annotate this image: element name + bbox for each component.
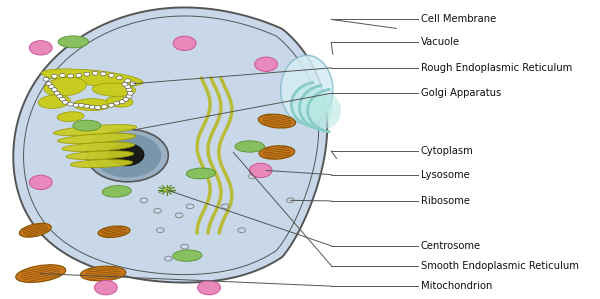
Ellipse shape	[173, 250, 202, 261]
Ellipse shape	[92, 83, 136, 96]
Text: Smooth Endoplasmic Reticulum: Smooth Endoplasmic Reticulum	[421, 260, 578, 271]
Ellipse shape	[92, 71, 98, 75]
Ellipse shape	[73, 120, 101, 131]
Ellipse shape	[57, 112, 84, 121]
Ellipse shape	[119, 100, 125, 104]
Ellipse shape	[52, 88, 57, 92]
Ellipse shape	[259, 146, 295, 159]
Ellipse shape	[59, 97, 65, 101]
Ellipse shape	[58, 36, 89, 48]
Ellipse shape	[59, 73, 65, 77]
Text: Vacuole: Vacuole	[421, 37, 460, 48]
Ellipse shape	[43, 77, 49, 81]
Ellipse shape	[102, 186, 131, 197]
Ellipse shape	[29, 41, 52, 55]
Ellipse shape	[94, 133, 161, 178]
Ellipse shape	[122, 83, 128, 86]
Text: Cytoplasm: Cytoplasm	[421, 146, 473, 156]
Ellipse shape	[73, 99, 112, 111]
Ellipse shape	[53, 125, 137, 135]
Ellipse shape	[130, 82, 136, 86]
Ellipse shape	[292, 86, 325, 124]
Ellipse shape	[66, 151, 134, 160]
Ellipse shape	[163, 188, 170, 192]
Ellipse shape	[98, 226, 130, 237]
Text: Lysosome: Lysosome	[421, 170, 470, 180]
Polygon shape	[13, 7, 327, 283]
Ellipse shape	[73, 103, 79, 107]
Ellipse shape	[197, 280, 220, 295]
Ellipse shape	[116, 76, 122, 80]
Ellipse shape	[41, 69, 143, 87]
Ellipse shape	[258, 114, 296, 128]
Ellipse shape	[109, 73, 114, 77]
Text: Centrosome: Centrosome	[421, 241, 481, 251]
Ellipse shape	[84, 104, 90, 108]
Ellipse shape	[281, 55, 333, 124]
Ellipse shape	[126, 88, 132, 92]
Ellipse shape	[308, 92, 341, 129]
Ellipse shape	[80, 266, 126, 281]
Ellipse shape	[62, 142, 135, 152]
Ellipse shape	[249, 163, 272, 178]
Ellipse shape	[101, 105, 107, 109]
Ellipse shape	[52, 74, 57, 78]
Ellipse shape	[95, 106, 101, 109]
Ellipse shape	[186, 168, 215, 179]
Ellipse shape	[54, 91, 60, 95]
Ellipse shape	[127, 91, 133, 95]
Text: Rough Endoplasmic Reticulum: Rough Endoplasmic Reticulum	[421, 63, 572, 73]
Ellipse shape	[38, 95, 70, 109]
Ellipse shape	[89, 105, 95, 109]
Ellipse shape	[106, 96, 133, 107]
Ellipse shape	[76, 73, 82, 77]
Ellipse shape	[19, 223, 51, 237]
Text: Ribosome: Ribosome	[421, 196, 470, 206]
Ellipse shape	[62, 100, 68, 104]
Ellipse shape	[109, 103, 114, 107]
Ellipse shape	[123, 97, 129, 101]
Ellipse shape	[16, 265, 65, 282]
Ellipse shape	[114, 101, 120, 105]
Ellipse shape	[125, 79, 131, 83]
Text: Golgi Apparatus: Golgi Apparatus	[421, 88, 501, 98]
Ellipse shape	[84, 72, 90, 76]
Ellipse shape	[58, 133, 136, 144]
Ellipse shape	[235, 141, 265, 152]
Ellipse shape	[79, 103, 85, 107]
Ellipse shape	[46, 82, 52, 86]
Ellipse shape	[44, 77, 86, 96]
Text: Mitochondrion: Mitochondrion	[421, 281, 492, 291]
Ellipse shape	[125, 85, 131, 89]
Ellipse shape	[68, 74, 74, 78]
Text: Cell Membrane: Cell Membrane	[421, 14, 496, 25]
Ellipse shape	[70, 159, 133, 168]
Ellipse shape	[87, 129, 169, 182]
Ellipse shape	[299, 89, 333, 127]
Ellipse shape	[49, 85, 55, 89]
Ellipse shape	[57, 94, 63, 98]
Ellipse shape	[68, 102, 74, 106]
Ellipse shape	[126, 94, 132, 98]
Ellipse shape	[254, 57, 277, 71]
Ellipse shape	[108, 144, 144, 166]
Ellipse shape	[29, 175, 52, 190]
Ellipse shape	[94, 280, 117, 295]
Ellipse shape	[173, 36, 196, 51]
Ellipse shape	[100, 72, 106, 76]
